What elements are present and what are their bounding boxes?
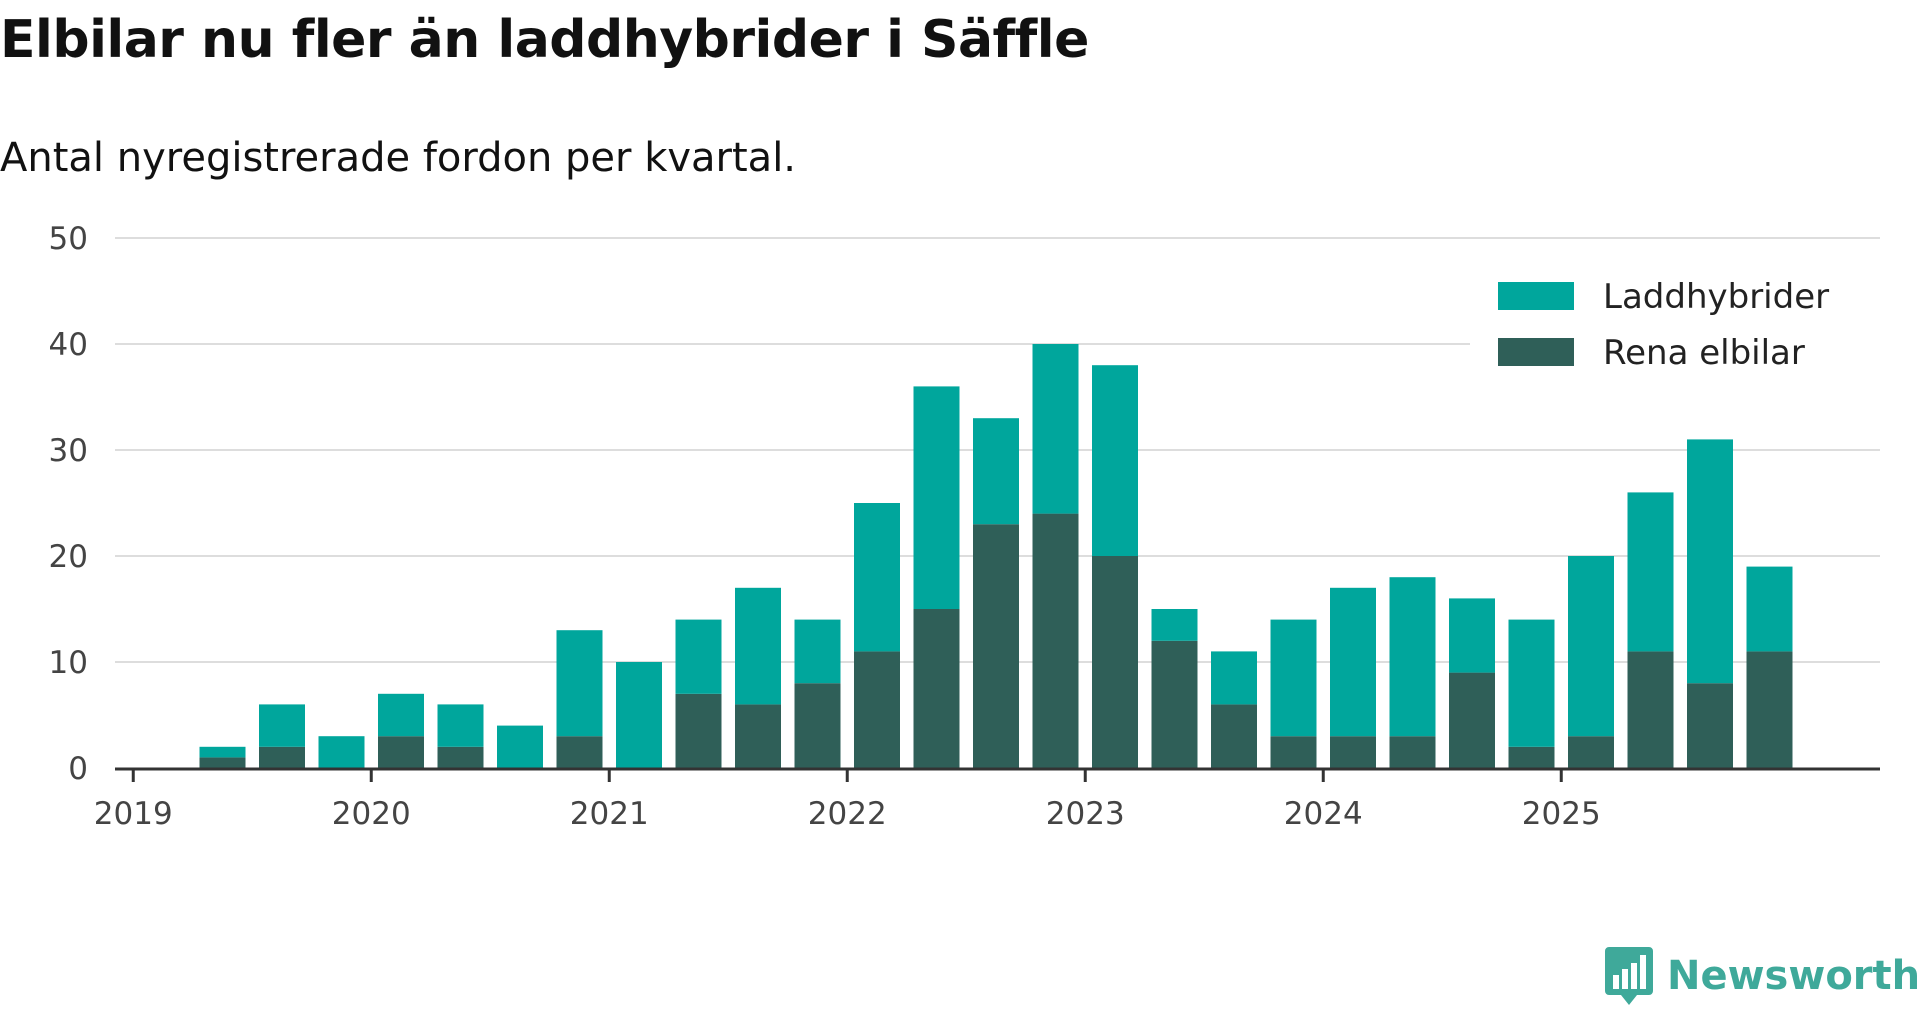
bar-laddhybrider [1627, 492, 1674, 652]
bar-rena-elbilar [1092, 556, 1138, 768]
x-tick-label: 2024 [1284, 796, 1363, 832]
bar-laddhybrider [1508, 619, 1555, 747]
bar-rena-elbilar [913, 609, 960, 768]
y-tick-label: 30 [49, 433, 88, 469]
brand-name: Newsworthy [1667, 953, 1920, 999]
bar-rena-elbilar [1151, 640, 1198, 768]
x-tick-label: 2022 [808, 796, 887, 832]
bar-rena-elbilar [854, 651, 900, 768]
bar-laddhybrider [378, 693, 424, 737]
bar-laddhybrider [735, 587, 781, 705]
x-tick-label: 2025 [1522, 796, 1601, 832]
bar-laddhybrider [497, 725, 543, 768]
bar-laddhybrider [1211, 651, 1257, 705]
legend-swatch-laddhybrider [1498, 282, 1574, 310]
bar-rena-elbilar [199, 757, 246, 768]
bar-rena-elbilar [1746, 651, 1793, 768]
y-tick-label: 20 [49, 539, 88, 575]
bar-rena-elbilar [1627, 651, 1674, 768]
y-tick-label: 0 [68, 751, 88, 787]
bar-laddhybrider [199, 746, 246, 758]
bar-laddhybrider [556, 630, 603, 737]
bar-rena-elbilar [437, 746, 484, 768]
bar-laddhybrider [1032, 344, 1079, 514]
bar-chart-speech-icon [1605, 947, 1653, 1005]
y-tick-label: 40 [49, 327, 88, 363]
brand-logo: Newsworthy [1605, 945, 1920, 1007]
legend: Laddhybrider Rena elbilar [1470, 268, 1890, 388]
y-tick-label: 10 [49, 645, 88, 681]
x-tick-label: 2019 [94, 796, 173, 832]
bar-rena-elbilar [1330, 736, 1376, 768]
bar-laddhybrider [1092, 365, 1138, 556]
bar-laddhybrider [1151, 609, 1198, 641]
x-tick-label: 2020 [332, 796, 411, 832]
bar-rena-elbilar [378, 736, 424, 768]
bar-rena-elbilar [973, 524, 1019, 768]
x-tick-label: 2021 [570, 796, 649, 832]
bar-rena-elbilar [1687, 683, 1733, 768]
x-tick-label: 2023 [1046, 796, 1125, 832]
bar-rena-elbilar [1508, 746, 1555, 768]
bar-laddhybrider [259, 704, 305, 747]
bar-laddhybrider [854, 503, 900, 652]
y-tick-label: 50 [49, 221, 88, 257]
stacked-bar-chart: 0 10 20 30 40 50 2019 2020 2021 2022 2023 2024 2025… [48, 221, 1890, 832]
bar-laddhybrider [1746, 566, 1793, 652]
bar-laddhybrider [318, 736, 365, 768]
bar-rena-elbilar [675, 693, 722, 768]
bar-rena-elbilar [1389, 736, 1436, 768]
bar-laddhybrider [973, 418, 1019, 525]
bar-rena-elbilar [1032, 513, 1079, 768]
legend-label-laddhybrider: Laddhybrider [1603, 277, 1829, 317]
bar-rena-elbilar [1449, 672, 1495, 768]
bar-rena-elbilar [1211, 704, 1257, 768]
bar-rena-elbilar [1270, 736, 1317, 768]
bar-laddhybrider [1687, 439, 1733, 684]
bar-laddhybrider [1568, 556, 1614, 737]
legend-swatch-elbilar [1498, 338, 1574, 366]
bar-rena-elbilar [794, 683, 841, 768]
bar-laddhybrider [616, 662, 662, 768]
bar-rena-elbilar [259, 746, 305, 768]
bar-laddhybrider [1449, 598, 1495, 673]
bar-rena-elbilar [1568, 736, 1614, 768]
chart-title: Elbilar nu fler än laddhybrider i Säffle [0, 10, 1089, 70]
bar-laddhybrider [913, 386, 960, 609]
bar-rena-elbilar [556, 736, 603, 768]
legend-label-elbilar: Rena elbilar [1603, 333, 1805, 373]
bar-laddhybrider [437, 704, 484, 747]
bar-laddhybrider [1270, 619, 1317, 737]
bar-laddhybrider [1330, 587, 1376, 737]
bar-laddhybrider [794, 619, 841, 684]
bar-rena-elbilar [735, 704, 781, 768]
bar-laddhybrider [1389, 577, 1436, 737]
chart-subtitle: Antal nyregistrerade fordon per kvartal. [0, 135, 797, 181]
bar-laddhybrider [675, 619, 722, 694]
